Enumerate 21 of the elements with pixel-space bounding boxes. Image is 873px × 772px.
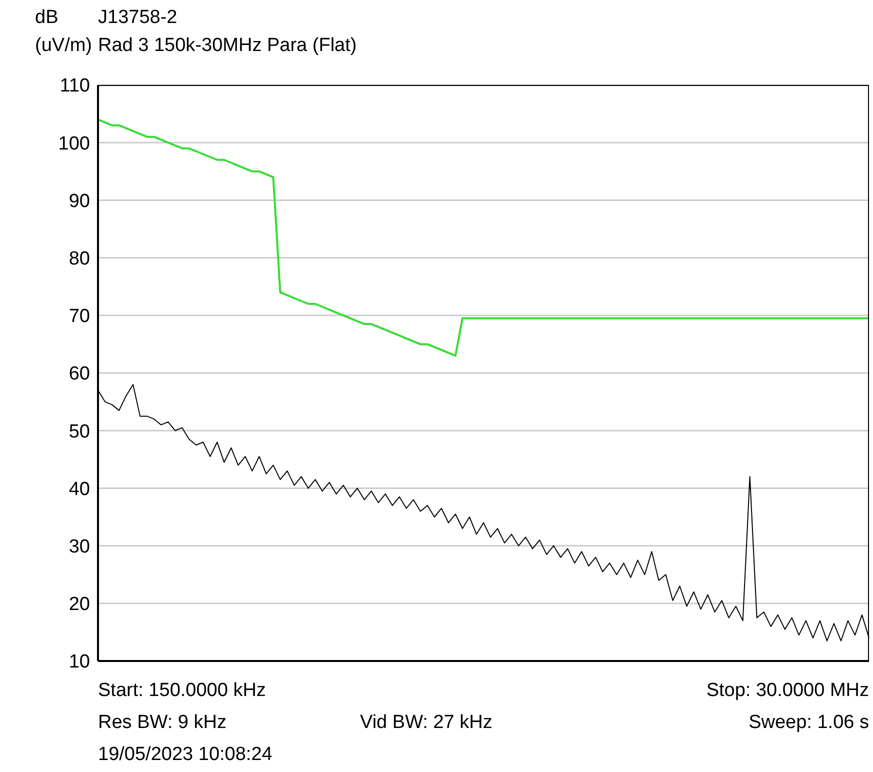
chart-subtitle: Rad 3 150k-30MHz Para (Flat) [98, 34, 357, 58]
y-tick-label: 110 [60, 76, 90, 97]
text: Start: 150.0000 kHz [98, 680, 266, 702]
y-tick-label: 20 [68, 594, 90, 616]
y-tick-label: 50 [68, 421, 90, 442]
y-tick-label: 40 [68, 478, 90, 500]
y-tick-label: 90 [68, 190, 90, 212]
y-tick-label: 10 [68, 652, 90, 673]
y-tick-label: 80 [68, 248, 90, 270]
y-axis-title: dB (uV/m) [35, 6, 92, 58]
y-tick-label: 70 [68, 306, 90, 328]
y-tick-label: 100 [58, 133, 90, 154]
text: Stop: 30.0000 MHz [706, 680, 869, 702]
line-series [97, 118, 870, 357]
text: 19/05/2023 10:08:24 [98, 744, 272, 766]
chart-title: J13758-2 [98, 6, 178, 30]
y-tick-label: 60 [68, 364, 90, 385]
text: Vid BW: 27 kHz [360, 712, 492, 734]
text: Sweep: 1.06 s [748, 712, 869, 734]
y-tick-label: 30 [68, 536, 90, 558]
text: Res BW: 9 kHz [98, 712, 226, 734]
